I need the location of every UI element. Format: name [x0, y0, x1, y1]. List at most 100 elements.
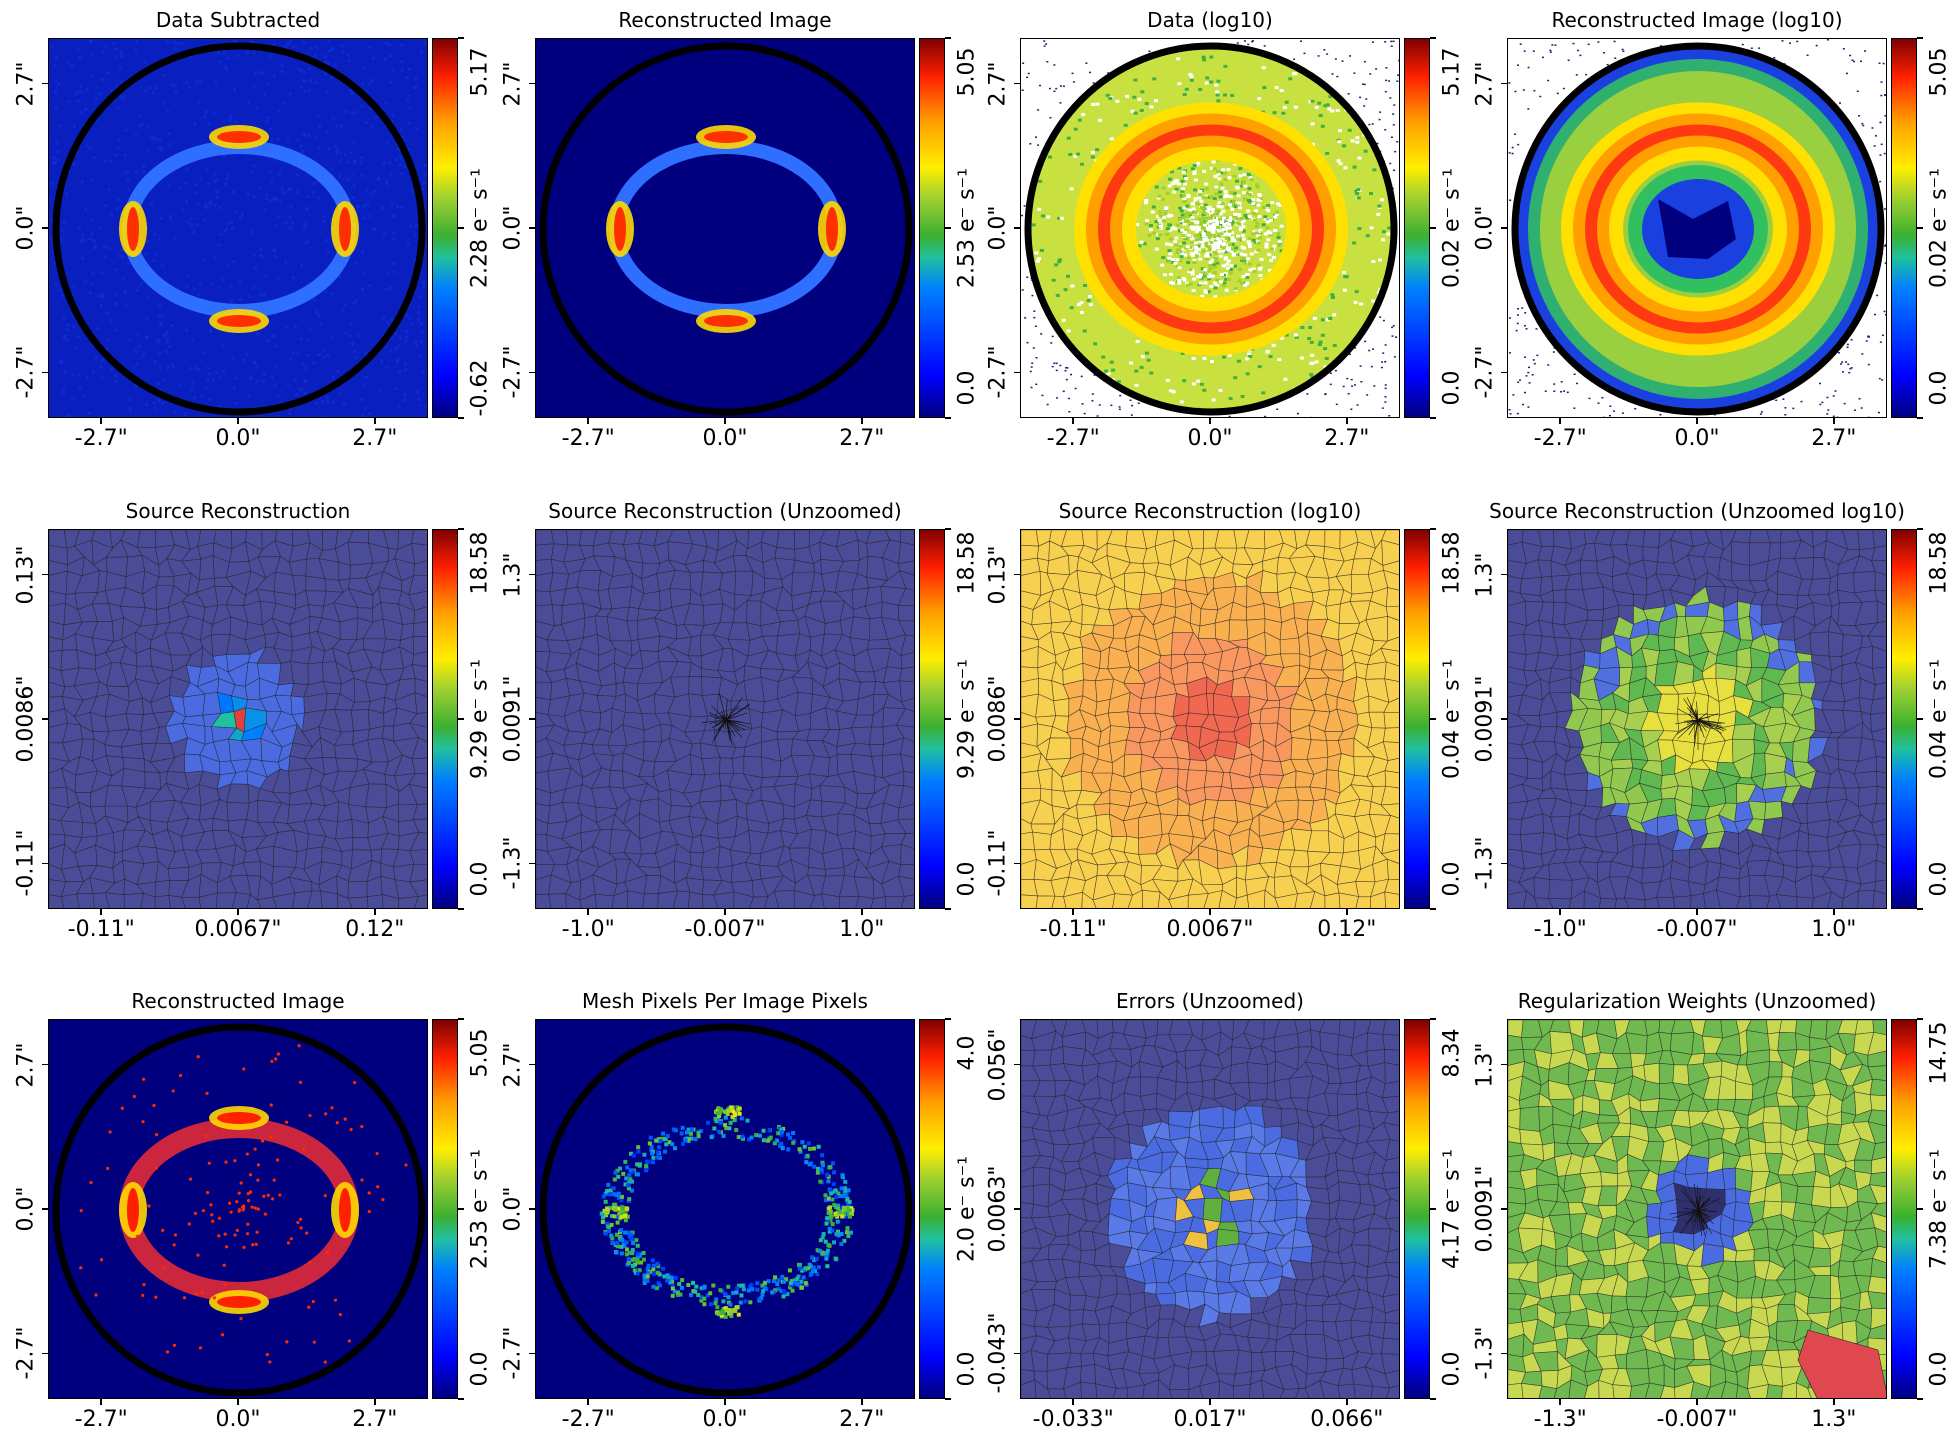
- log-noise-pixel: [1189, 225, 1194, 229]
- noise-pixel: [389, 336, 393, 340]
- noise-pixel: [1021, 289, 1024, 291]
- noise-pixel: [1051, 365, 1054, 368]
- mesh-cell: [335, 819, 354, 840]
- log-noise-pixel: [1161, 256, 1166, 260]
- log-noise-pixel: [1215, 90, 1220, 94]
- log-noise-pixel: [1185, 283, 1190, 287]
- log-noise-pixel: [1355, 136, 1360, 140]
- noise-pixel: [1384, 128, 1387, 131]
- noise-pixel: [119, 54, 123, 58]
- mesh-cell: [411, 543, 427, 565]
- log-noise-pixel: [1205, 257, 1210, 261]
- noise-pixel: [197, 367, 201, 371]
- noise-pixel: [126, 170, 130, 174]
- noise-pixel: [1053, 362, 1056, 365]
- y-tick-label: 0.0": [500, 205, 526, 251]
- log-noise-pixel: [1193, 199, 1198, 203]
- x-tick-label: 2.7": [352, 426, 398, 451]
- noise-pixel: [252, 51, 256, 55]
- noise-pixel: [303, 89, 307, 93]
- log-noise-pixel: [1223, 64, 1228, 68]
- noise-pixel: [115, 207, 119, 211]
- noise-pixel: [405, 76, 409, 80]
- noise-pixel: [1527, 371, 1530, 374]
- noise-pixel: [1516, 314, 1519, 316]
- noise-pixel: [330, 76, 334, 80]
- log-noise-pixel: [1363, 149, 1368, 153]
- noise-pixel: [1634, 407, 1637, 410]
- noise-pixel: [152, 417, 155, 418]
- noise-pixel: [324, 60, 328, 64]
- noise-pixel: [54, 105, 58, 109]
- noise-pixel: [194, 191, 198, 195]
- mesh-cell: [794, 530, 810, 550]
- x-tick-label: -0.11": [67, 917, 135, 942]
- noise-pixel: [1522, 89, 1525, 91]
- log-noise-pixel: [1140, 355, 1145, 359]
- log-noise-pixel: [1031, 223, 1036, 227]
- noise-pixel: [1585, 73, 1588, 76]
- noise-pixel: [314, 45, 318, 49]
- log-noise-pixel: [1194, 238, 1199, 242]
- noise-pixel: [329, 167, 333, 171]
- log-noise-pixel: [1257, 194, 1262, 198]
- noise-pixel: [179, 186, 183, 190]
- y-tick-label: -2.7": [13, 345, 39, 399]
- noise-pixel: [390, 203, 394, 207]
- log-noise-pixel: [1253, 240, 1258, 244]
- noise-pixel: [313, 53, 317, 57]
- log-noise-pixel: [1057, 216, 1062, 220]
- noise-pixel: [298, 387, 302, 391]
- noise-pixel: [321, 415, 325, 417]
- y-tick-mark: [529, 227, 535, 229]
- y-tick-mark: [529, 82, 535, 85]
- noise-pixel: [1033, 310, 1036, 312]
- noise-pixel: [53, 63, 57, 67]
- log-noise-pixel: [1247, 245, 1252, 249]
- log-noise-pixel: [1193, 211, 1198, 215]
- noise-pixel: [269, 127, 273, 131]
- log-noise-pixel: [1192, 226, 1197, 230]
- log-noise-pixel: [1223, 193, 1228, 197]
- noise-pixel: [414, 77, 418, 81]
- noise-pixel: [158, 351, 162, 355]
- log-noise-pixel: [1208, 264, 1213, 268]
- mesh-cell: [849, 616, 871, 641]
- log-noise-pixel: [1369, 192, 1374, 196]
- noise-pixel: [1334, 369, 1337, 372]
- noise-pixel: [1026, 341, 1029, 344]
- noise-pixel: [179, 383, 183, 387]
- log-noise-pixel: [1215, 210, 1220, 214]
- noise-pixel: [100, 77, 104, 81]
- noise-pixel: [1391, 326, 1394, 329]
- noise-pixel: [385, 320, 389, 324]
- log-noise-pixel: [1193, 188, 1198, 192]
- noise-pixel: [1849, 367, 1852, 370]
- mesh-cell: [365, 783, 387, 808]
- noise-pixel: [288, 215, 292, 219]
- noise-pixel: [258, 253, 262, 257]
- noise-pixel: [400, 68, 404, 72]
- noise-pixel: [423, 181, 427, 185]
- noise-pixel: [1392, 113, 1395, 115]
- noise-pixel: [124, 290, 128, 294]
- noise-pixel: [423, 163, 427, 167]
- noise-pixel: [53, 160, 57, 164]
- noise-pixel: [83, 279, 87, 283]
- log-noise-pixel: [1274, 212, 1279, 216]
- colorbar-tick-label: 0.02 e⁻ s⁻¹: [1926, 167, 1950, 289]
- log-ring: [1573, 113, 1823, 345]
- noise-pixel: [54, 55, 58, 59]
- colorbar: [1404, 38, 1430, 418]
- noise-pixel: [1845, 72, 1848, 75]
- log-noise-pixel: [1272, 111, 1277, 115]
- noise-pixel: [218, 206, 222, 210]
- log-noise-pixel: [1232, 264, 1237, 268]
- log-noise-pixel: [1237, 222, 1242, 226]
- noise-pixel: [1074, 387, 1077, 390]
- noise-pixel: [1366, 394, 1369, 396]
- noise-pixel: [128, 338, 132, 342]
- noise-pixel: [344, 109, 348, 113]
- log-noise-pixel: [1177, 266, 1182, 270]
- noise-pixel: [1390, 45, 1393, 47]
